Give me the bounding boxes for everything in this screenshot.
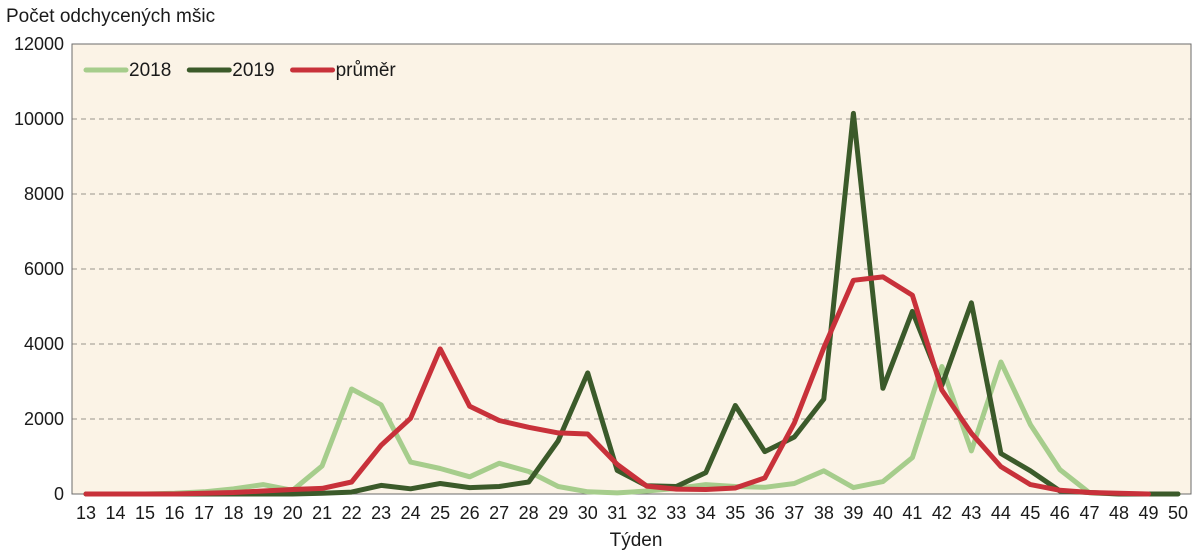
x-tick-label: 46 <box>1050 503 1070 523</box>
x-tick-label: 28 <box>519 503 539 523</box>
y-tick-label: 0 <box>54 484 64 504</box>
x-tick-label: 40 <box>873 503 893 523</box>
x-tick-label: 13 <box>76 503 96 523</box>
x-tick-label: 42 <box>932 503 952 523</box>
x-tick-label: 34 <box>696 503 716 523</box>
x-tick-label: 25 <box>430 503 450 523</box>
x-tick-label: 38 <box>814 503 834 523</box>
x-tick-label: 32 <box>637 503 657 523</box>
y-axis-title: Počet odchycených mšic <box>6 6 215 27</box>
x-tick-label: 44 <box>991 503 1011 523</box>
y-tick-label: 6000 <box>24 259 64 279</box>
series-line-0 <box>83 359 1181 497</box>
x-tick-label: 29 <box>548 503 568 523</box>
x-tick-label: 45 <box>1020 503 1040 523</box>
x-axis-title: Týden <box>610 530 663 551</box>
x-tick-label: 23 <box>371 503 391 523</box>
x-tick-label: 49 <box>1138 503 1158 523</box>
x-tick-label: 41 <box>902 503 922 523</box>
legend: 2018 2019 průměr <box>83 60 397 81</box>
grid-lines <box>72 118 1191 420</box>
x-tick-label: 15 <box>135 503 155 523</box>
x-tick-label: 24 <box>401 503 421 523</box>
x-tick-label: 31 <box>607 503 627 523</box>
x-tick-label: 27 <box>489 503 509 523</box>
y-tick-label: 8000 <box>24 184 64 204</box>
x-tick-label: 18 <box>224 503 244 523</box>
legend-label: 2018 <box>129 60 171 81</box>
x-tick-label: 14 <box>105 503 125 523</box>
x-tick-label: 17 <box>194 503 214 523</box>
y-tick-labels: 0 2000 4000 6000 8000 10000 12000 <box>14 34 64 504</box>
x-tick-labels: 13 14 15 16 17 18 19 20 21 22 23 24 25 26 27 28 29 30 31 32… <box>76 503 1188 523</box>
x-tick-label: 36 <box>755 503 775 523</box>
x-tick-label: 43 <box>961 503 981 523</box>
series-group <box>83 110 1181 497</box>
x-tick-label: 20 <box>283 503 303 523</box>
x-tick-label: 39 <box>843 503 863 523</box>
legend-label: průměr <box>336 60 397 81</box>
y-tick-label: 12000 <box>14 34 64 54</box>
legend-label: 2019 <box>232 60 274 81</box>
x-tick-label: 35 <box>725 503 745 523</box>
x-tick-label: 37 <box>784 503 804 523</box>
x-tick-label: 50 <box>1168 503 1188 523</box>
x-tick-label: 48 <box>1109 503 1129 523</box>
x-tick-label: 16 <box>165 503 185 523</box>
series-line-2 <box>83 274 1151 497</box>
x-tick-label: 47 <box>1079 503 1099 523</box>
x-tick-label: 26 <box>460 503 480 523</box>
x-tick-label: 30 <box>578 503 598 523</box>
y-tick-label: 10000 <box>14 109 64 129</box>
y-tick-label: 4000 <box>24 334 64 354</box>
x-tick-label: 33 <box>666 503 686 523</box>
x-tick-label: 21 <box>312 503 332 523</box>
x-tick-label: 19 <box>253 503 273 523</box>
y-tick-label: 2000 <box>24 409 64 429</box>
x-tick-label: 22 <box>342 503 362 523</box>
